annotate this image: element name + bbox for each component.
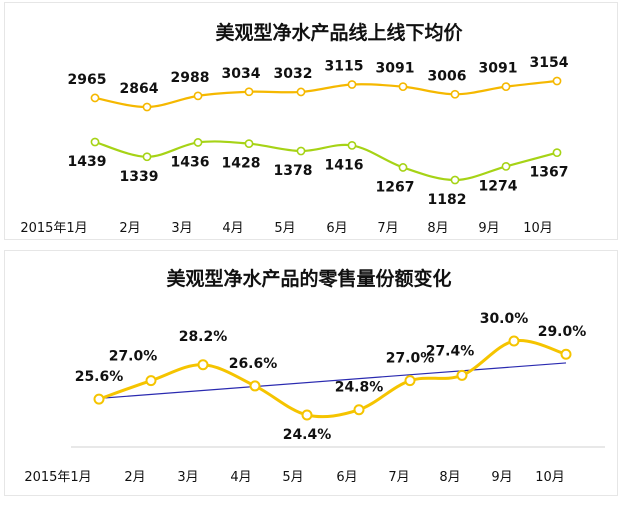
price-series-2-data-label: 1436 [171,154,210,170]
price-series-2-point [193,138,203,147]
price-x-tick-label: 2月 [119,221,140,236]
share-series-point [145,375,157,387]
share-series-point [508,335,520,347]
share-data-label: 30.0% [480,311,529,327]
price-series-2-data-label: 1182 [428,192,467,208]
price-series-2-point [398,163,408,172]
share-data-label: 26.6% [229,356,278,372]
price-series-1-point [90,93,100,103]
price-series-1-data-label: 3034 [222,66,261,82]
price-series-1-point [296,87,306,97]
share-data-label: 27.4% [426,343,475,359]
price-series-2-point [450,175,460,185]
share-series-point [353,404,365,416]
price-x-tick-label: 2015年1月 [20,221,87,236]
share-x-tick-label: 2015年1月 [24,470,91,485]
share-x-tick-label: 8月 [439,470,460,485]
price-series-1-data-label: 3032 [274,66,313,82]
price-x-tick-label: 6月 [326,221,347,236]
price-series-2-point [244,139,254,149]
price-series-1-line [94,79,558,109]
price-series-2-data-label: 1416 [325,157,364,173]
price-series-1-point [501,82,511,92]
share-x-tick-label: 9月 [491,470,512,485]
price-chart: 美观型净水产品线上线下均价 2965 2864 2988 3034 3032 3115 30… [20,21,569,236]
price-series-2-point [347,141,357,150]
share-x-tick-label: 7月 [388,470,409,485]
price-series-1-data-label: 3006 [428,68,467,84]
price-series-1-point [142,102,152,112]
share-series-line [98,338,567,419]
price-series-2-data-label: 1339 [120,169,159,185]
share-data-label: 25.6% [75,369,124,385]
share-data-label: 24.4% [283,427,332,443]
share-chart-title: 美观型净水产品的零售量份额变化 [166,267,451,290]
price-x-tick-label: 9月 [478,221,499,236]
price-series-2-point [90,137,100,147]
price-series-1-data-label: 2988 [171,70,210,86]
price-series-2-point [296,146,306,156]
price-series-1-point [552,76,562,86]
price-series-2-data-label: 1439 [68,154,107,170]
price-x-tick-label: 3月 [171,221,192,236]
price-series-1-point [244,87,254,97]
price-series-2-point [142,152,152,162]
price-chart-title: 美观型净水产品线上线下均价 [215,21,463,44]
price-series-1-point [450,89,460,99]
share-series-point [404,375,416,387]
share-data-label: 28.2% [179,329,228,345]
share-x-tick-label: 3月 [177,470,198,485]
share-x-tick-label: 5月 [282,470,303,485]
price-series-2-data-label: 1428 [222,156,261,172]
price-series-1-point [193,91,203,101]
price-series-1-point [398,82,408,92]
price-series-1-data-label: 2864 [120,81,159,97]
price-series-1-data-label: 3115 [325,58,364,74]
share-chart: 美观型净水产品的零售量份额变化 25.6% 27.0% 28.2%26.6% 24.4… [24,267,605,485]
price-series-2-data-label: 1367 [530,165,569,181]
share-series-point [456,369,468,381]
price-x-tick-label: 10月 [523,221,553,236]
share-trend-line [98,362,567,399]
price-series-2-data-label: 1267 [376,179,415,195]
price-series-1-data-label: 2965 [68,72,107,88]
price-series-2-point [552,148,562,158]
price-series-2-data-label: 1378 [274,163,313,179]
price-series-1-data-label: 3154 [530,55,569,71]
share-x-tick-label: 4月 [230,470,251,485]
price-series-2-data-label: 1274 [479,178,518,194]
share-chart-panel: 美观型净水产品的零售量份额变化 25.6% 27.0% 28.2% 26.6% 24.4… [4,250,618,496]
share-x-tick-label: 2月 [124,470,145,485]
price-x-tick-label: 8月 [427,221,448,236]
price-x-tick-label: 7月 [377,221,398,236]
share-data-label: 24.8% [335,380,384,396]
share-data-label: 27.0% [386,351,435,367]
share-series-point [197,359,209,371]
share-series-point [93,393,105,405]
share-x-tick-label: 6月 [336,470,357,485]
share-data-label: 29.0% [538,324,587,340]
price-series-1-point [347,80,357,89]
share-x-tick-label: 10月 [535,470,565,485]
share-data-label: 27.0% [109,349,158,365]
price-chart-panel: 美观型净水产品线上线下均价 2965 2864 2988 3034 3032 3115 30… [4,2,618,240]
price-series-2-line [94,140,558,182]
price-x-tick-label: 4月 [222,221,243,236]
price-series-1-data-label: 3091 [376,61,415,77]
price-series-1-data-label: 3091 [479,61,518,77]
share-series-point [560,348,572,360]
share-series-point [249,380,261,392]
price-series-2-point [501,161,511,171]
price-x-tick-label: 5月 [274,221,295,236]
share-series-point [301,409,313,421]
